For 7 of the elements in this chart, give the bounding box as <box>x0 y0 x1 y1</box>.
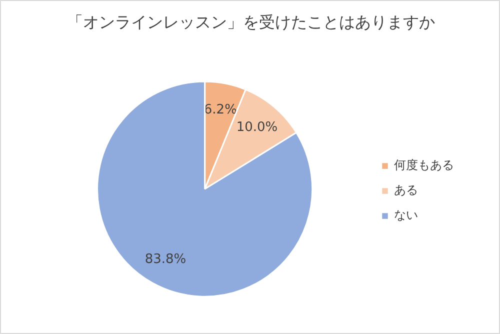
chart-title: 「オンラインレッスン」を受けたことはありますか <box>67 12 436 32</box>
legend-label: 何度もある <box>394 157 454 174</box>
legend-label: ない <box>394 207 418 224</box>
legend-label: ある <box>394 182 418 199</box>
data-label: 6.2% <box>204 102 237 118</box>
data-label: 83.8% <box>144 252 186 268</box>
data-label: 10.0% <box>236 120 278 135</box>
